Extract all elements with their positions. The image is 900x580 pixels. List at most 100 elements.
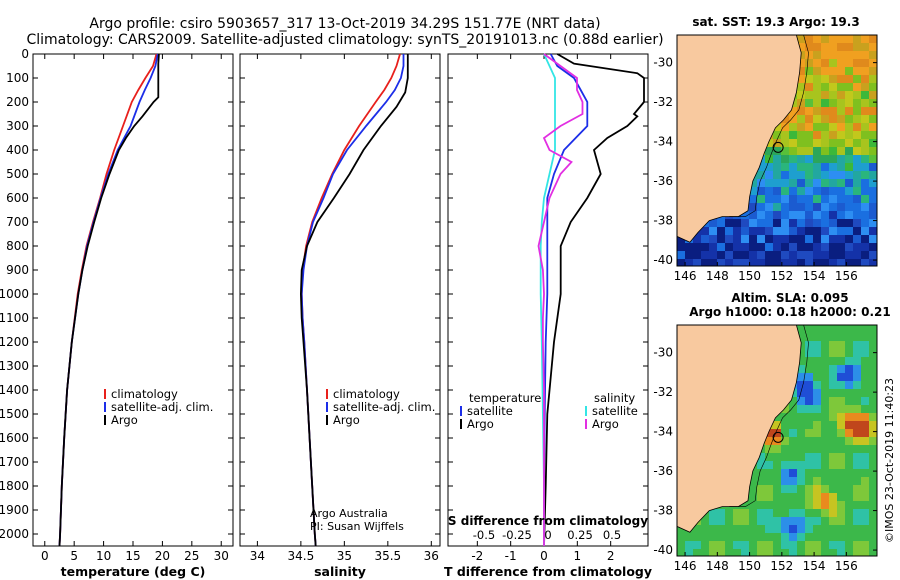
sla-lat-tick-label: -38 bbox=[653, 504, 673, 518]
sst-pixel bbox=[869, 115, 877, 123]
sst-pixel bbox=[813, 139, 821, 147]
sst-pixel bbox=[781, 163, 789, 171]
sla-pixel bbox=[829, 397, 837, 405]
sst-pixel bbox=[845, 171, 853, 179]
sla-pixel bbox=[845, 397, 853, 405]
sla-pixel bbox=[861, 509, 869, 517]
sla-pixel bbox=[789, 461, 797, 469]
sst-pixel bbox=[837, 219, 845, 227]
sla-pixel bbox=[789, 453, 797, 461]
sla-pixel bbox=[845, 437, 853, 445]
sla-pixel bbox=[749, 525, 757, 533]
sst-pixel bbox=[733, 227, 741, 235]
sla-pixel bbox=[845, 349, 853, 357]
sst-pixel bbox=[829, 67, 837, 75]
sla-pixel bbox=[861, 333, 869, 341]
depth-tick-label: 1900 bbox=[0, 503, 29, 517]
sst-pixel bbox=[845, 91, 853, 99]
sla-pixel bbox=[853, 445, 861, 453]
sal-legend-label-climatology: climatology bbox=[333, 387, 400, 401]
sla-pixel bbox=[797, 445, 805, 453]
sst-pixel bbox=[781, 235, 789, 243]
sla-pixel bbox=[853, 333, 861, 341]
sla-pixel bbox=[797, 549, 805, 556]
sla-pixel bbox=[813, 485, 821, 493]
sst-pixel bbox=[789, 251, 797, 259]
sla-pixel bbox=[813, 325, 821, 333]
sst-lat-tick-label: -38 bbox=[653, 214, 673, 228]
sst-pixel bbox=[821, 139, 829, 147]
sla-pixel bbox=[733, 525, 741, 533]
sla-pixel bbox=[805, 437, 813, 445]
sst-pixel bbox=[813, 75, 821, 83]
sst-pixel bbox=[733, 251, 741, 259]
sst-depth-contour bbox=[729, 35, 809, 217]
sst-pixel bbox=[797, 139, 805, 147]
sla-pixel bbox=[797, 533, 805, 541]
sst-pixel bbox=[797, 115, 805, 123]
sst-pixel bbox=[837, 75, 845, 83]
sla-pixel bbox=[773, 437, 781, 445]
sla-pixel bbox=[717, 541, 725, 549]
sst-pixel bbox=[749, 187, 757, 195]
sla-pixel bbox=[749, 493, 757, 501]
sla-pixel bbox=[837, 541, 845, 549]
sla-pixel bbox=[805, 389, 813, 397]
sla-pixel bbox=[725, 549, 733, 556]
sst-pixel bbox=[757, 227, 765, 235]
sst-pixel bbox=[821, 203, 829, 211]
sla-pixel bbox=[701, 525, 709, 533]
sst-pixel bbox=[741, 251, 749, 259]
sla-pixel bbox=[813, 533, 821, 541]
sst-pixel bbox=[813, 35, 821, 43]
sla-pixel bbox=[773, 485, 781, 493]
sla-pixel bbox=[805, 525, 813, 533]
sla-pixel bbox=[861, 429, 869, 437]
sla-pixel bbox=[821, 445, 829, 453]
sla-pixel bbox=[853, 517, 861, 525]
sst-pixel bbox=[853, 91, 861, 99]
sla-pixel bbox=[837, 533, 845, 541]
sla-pixel bbox=[869, 421, 877, 429]
sst-pixel bbox=[853, 83, 861, 91]
sla-pixel bbox=[797, 493, 805, 501]
sst-pixel bbox=[861, 43, 869, 51]
sla-pixel bbox=[797, 469, 805, 477]
depth-tick-label: 2000 bbox=[0, 527, 29, 541]
sla-pixel bbox=[861, 549, 869, 556]
depth-tick-label: 400 bbox=[6, 143, 29, 157]
sal-x-tick-label: 34 bbox=[250, 549, 265, 563]
sla-pixel bbox=[829, 525, 837, 533]
sla-pixel bbox=[869, 389, 877, 397]
sla-pixel bbox=[789, 525, 797, 533]
sla-pixel bbox=[869, 397, 877, 405]
sla-pixel bbox=[805, 533, 813, 541]
sst-pixel bbox=[773, 203, 781, 211]
sla-map: 146 148 150 152 154 156 -30 -32 -34 -36 -38 -40 bbox=[653, 324, 878, 573]
sst-pixel bbox=[805, 171, 813, 179]
sla-lon-tick-label: 154 bbox=[803, 559, 826, 573]
sst-pixel bbox=[757, 187, 765, 195]
sla-pixel bbox=[781, 469, 789, 477]
sst-pixel bbox=[853, 195, 861, 203]
sla-pixel bbox=[845, 413, 853, 421]
sst-pixel bbox=[821, 195, 829, 203]
sst-content bbox=[677, 35, 877, 266]
sst-pixel bbox=[701, 243, 709, 251]
temp-x-tick-label: 10 bbox=[96, 549, 111, 563]
sla-pixel bbox=[813, 341, 821, 349]
diff-s-tick-label: -0.5 bbox=[473, 528, 495, 542]
sst-pixel bbox=[797, 171, 805, 179]
sst-pixel bbox=[805, 139, 813, 147]
sla-pixel bbox=[677, 525, 685, 533]
sla-pixel bbox=[821, 397, 829, 405]
sla-pixel bbox=[829, 349, 837, 357]
sla-pixel bbox=[869, 549, 877, 556]
sla-pixel bbox=[773, 461, 781, 469]
sst-pixel bbox=[845, 131, 853, 139]
sst-pixel bbox=[869, 43, 877, 51]
sla-pixel bbox=[741, 549, 749, 556]
sal-plot-frame bbox=[239, 53, 441, 547]
sla-pixel bbox=[845, 541, 853, 549]
sst-pixel bbox=[829, 123, 837, 131]
